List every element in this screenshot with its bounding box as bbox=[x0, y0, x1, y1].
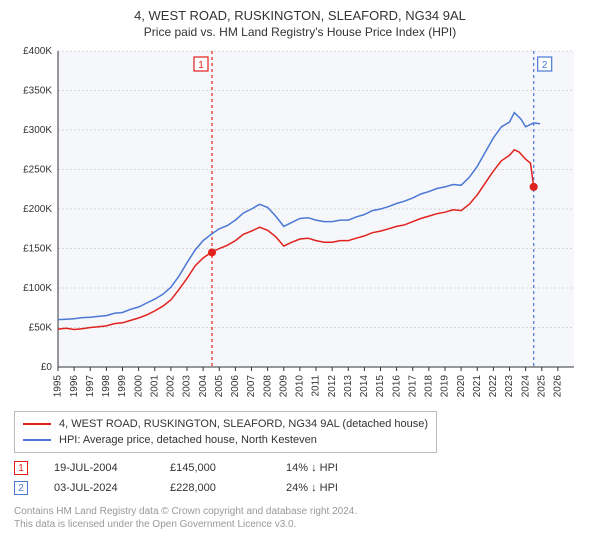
x-tick-label: 2010 bbox=[295, 375, 306, 398]
marker-badge-label: 2 bbox=[542, 60, 548, 71]
x-tick-label: 1999 bbox=[117, 375, 128, 398]
marker-point bbox=[208, 248, 216, 256]
x-tick-label: 1995 bbox=[53, 375, 64, 398]
legend-swatch bbox=[23, 439, 51, 441]
record-row: 1 19-JUL-2004 £145,000 14% ↓ HPI bbox=[14, 461, 586, 475]
x-tick-label: 2003 bbox=[182, 375, 193, 398]
y-tick-label: £150K bbox=[23, 244, 52, 255]
legend-label: 4, WEST ROAD, RUSKINGTON, SLEAFORD, NG34… bbox=[59, 418, 428, 430]
record-price: £145,000 bbox=[170, 462, 260, 474]
x-tick-label: 2009 bbox=[278, 375, 289, 398]
x-tick-label: 2015 bbox=[375, 375, 386, 398]
legend-label: HPI: Average price, detached house, Nort… bbox=[59, 434, 317, 446]
marker-badge-label: 1 bbox=[198, 60, 204, 71]
y-tick-label: £50K bbox=[29, 323, 53, 334]
x-tick-label: 2011 bbox=[311, 375, 322, 397]
footer-line-2: This data is licensed under the Open Gov… bbox=[14, 518, 586, 531]
x-tick-label: 2019 bbox=[440, 375, 451, 398]
x-tick-label: 2001 bbox=[149, 375, 160, 398]
page-subtitle: Price paid vs. HM Land Registry's House … bbox=[14, 25, 586, 39]
y-tick-label: £100K bbox=[23, 283, 52, 294]
y-tick-label: £400K bbox=[23, 46, 52, 57]
x-tick-label: 1996 bbox=[69, 375, 80, 398]
x-tick-label: 2006 bbox=[230, 375, 241, 398]
x-tick-label: 2012 bbox=[327, 375, 338, 398]
record-price: £228,000 bbox=[170, 482, 260, 494]
y-tick-label: £300K bbox=[23, 125, 52, 136]
x-tick-label: 2013 bbox=[343, 375, 354, 398]
record-date: 19-JUL-2004 bbox=[54, 462, 144, 474]
record-delta: 14% ↓ HPI bbox=[286, 462, 366, 474]
footer-line-1: Contains HM Land Registry data © Crown c… bbox=[14, 505, 586, 518]
legend-row: HPI: Average price, detached house, Nort… bbox=[23, 432, 428, 448]
legend-row: 4, WEST ROAD, RUSKINGTON, SLEAFORD, NG34… bbox=[23, 416, 428, 432]
x-tick-label: 2016 bbox=[391, 375, 402, 398]
x-tick-label: 2005 bbox=[214, 375, 225, 398]
y-tick-label: £0 bbox=[41, 362, 53, 373]
x-tick-label: 1997 bbox=[85, 375, 96, 398]
y-tick-label: £350K bbox=[23, 86, 52, 97]
chart-legend: 4, WEST ROAD, RUSKINGTON, SLEAFORD, NG34… bbox=[14, 411, 437, 453]
record-date: 03-JUL-2024 bbox=[54, 482, 144, 494]
x-tick-label: 2017 bbox=[407, 375, 418, 398]
attribution-footer: Contains HM Land Registry data © Crown c… bbox=[14, 505, 586, 531]
x-tick-label: 2020 bbox=[456, 375, 467, 398]
x-tick-label: 2024 bbox=[520, 375, 531, 398]
x-tick-label: 2007 bbox=[246, 375, 257, 398]
y-tick-label: £250K bbox=[23, 165, 52, 176]
x-tick-label: 1998 bbox=[101, 375, 112, 398]
x-tick-label: 2026 bbox=[553, 375, 564, 398]
x-tick-label: 2000 bbox=[133, 375, 144, 398]
y-tick-label: £200K bbox=[23, 204, 52, 215]
x-tick-label: 2002 bbox=[166, 375, 177, 398]
price-chart: £0 £50K £100K £150K £200K £250K £300K £350K £400… bbox=[14, 45, 586, 405]
x-tick-label: 2023 bbox=[504, 375, 515, 398]
x-tick-label: 2018 bbox=[424, 375, 435, 398]
x-tick-label: 2004 bbox=[198, 375, 209, 398]
x-tick-label: 2008 bbox=[262, 375, 273, 398]
legend-swatch bbox=[23, 423, 51, 425]
x-tick-label: 2014 bbox=[359, 375, 370, 398]
x-tick-label: 2022 bbox=[488, 375, 499, 398]
record-marker: 1 bbox=[14, 461, 28, 475]
record-marker: 2 bbox=[14, 481, 28, 495]
transaction-records: 1 19-JUL-2004 £145,000 14% ↓ HPI 2 03-JUL-202… bbox=[14, 461, 586, 501]
x-tick-label: 2021 bbox=[472, 375, 483, 398]
x-tick-label: 2025 bbox=[536, 375, 547, 398]
record-delta: 24% ↓ HPI bbox=[286, 482, 366, 494]
page-title: 4, WEST ROAD, RUSKINGTON, SLEAFORD, NG34… bbox=[14, 8, 586, 23]
series-end-dot bbox=[530, 183, 538, 191]
record-row: 2 03-JUL-2024 £228,000 24% ↓ HPI bbox=[14, 481, 586, 495]
